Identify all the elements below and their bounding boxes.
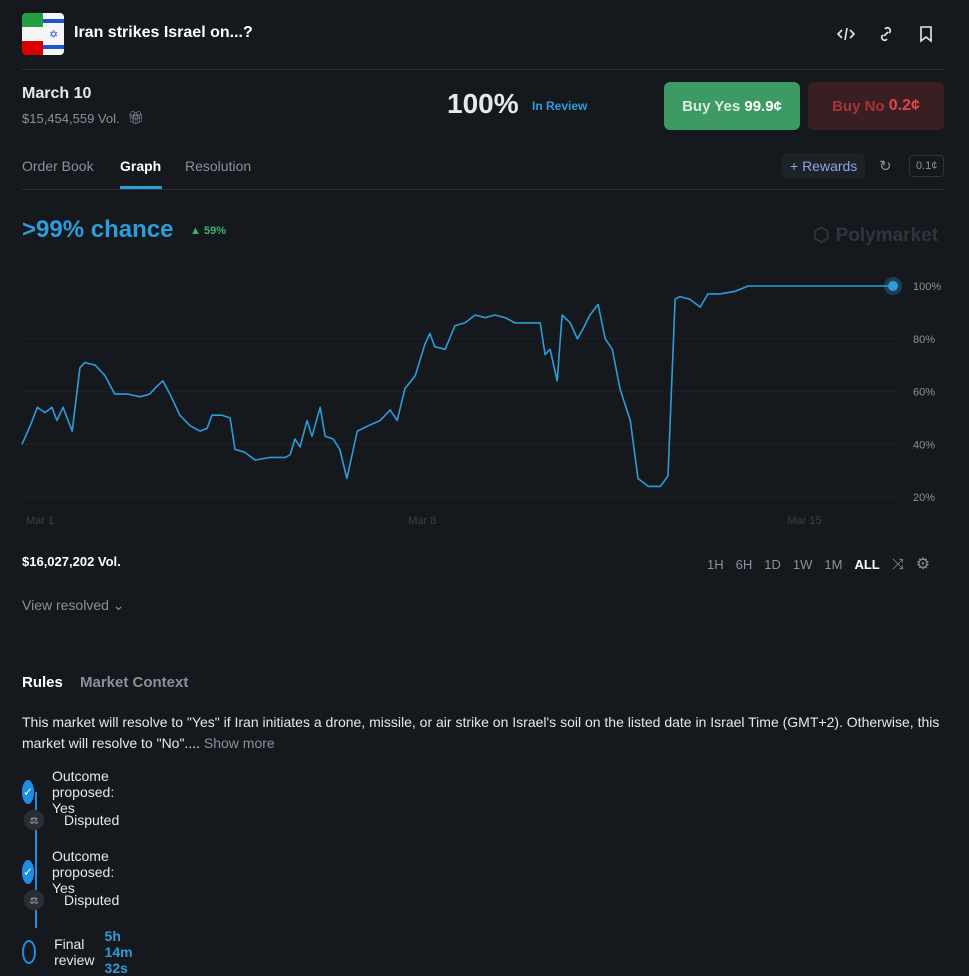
- timeline-step: ⚖ Disputed: [22, 888, 119, 912]
- y-tick-label: 20%: [913, 492, 935, 504]
- step-label: Final review: [54, 936, 95, 968]
- pending-circle-icon: [22, 940, 37, 964]
- market-date: March 10: [22, 85, 92, 102]
- refresh-icon[interactable]: ↻: [879, 158, 892, 175]
- y-tick-label: 100%: [913, 281, 941, 293]
- tab-market-context[interactable]: Market Context: [80, 674, 189, 691]
- check-icon: ✓: [22, 780, 34, 804]
- y-tick-label: 80%: [913, 334, 935, 346]
- step-label: Outcome proposed: Yes: [51, 848, 115, 896]
- timeline-step: ✓ Outcome proposed: Yes: [22, 848, 126, 896]
- buy-no-price: 0.2¢: [888, 97, 920, 114]
- price-chart[interactable]: 20% 40% 60% 80% 100% Mar 1 Mar 8 Mar 15: [0, 270, 969, 535]
- tab-graph[interactable]: Graph: [120, 158, 162, 174]
- tab-resolution[interactable]: Resolution: [185, 158, 252, 174]
- range-all[interactable]: ALL: [854, 556, 880, 572]
- rules-body: This market will resolve to "Yes" if Ira…: [22, 714, 940, 751]
- x-tick-label: Mar 1: [26, 515, 54, 527]
- polymarket-logo: ⬡ Polymarket: [813, 224, 938, 247]
- polymarket-icon: ⬡: [813, 225, 830, 246]
- active-tab-indicator: [120, 186, 162, 189]
- buy-no-button[interactable]: Buy No 0.2¢: [808, 82, 944, 130]
- step-label: Disputed: [64, 892, 120, 908]
- check-icon: ✓: [22, 860, 34, 884]
- chance-delta: ▲ 59%: [190, 225, 226, 237]
- link-icon[interactable]: [876, 24, 896, 44]
- divider: [22, 189, 944, 190]
- show-more-link[interactable]: Show more: [203, 735, 275, 751]
- range-1h[interactable]: 1H: [707, 556, 724, 572]
- tab-order-book[interactable]: Order Book: [22, 158, 94, 174]
- settings-icon[interactable]: ⚙: [915, 556, 931, 573]
- range-1d[interactable]: 1D: [764, 556, 781, 572]
- market-image: ✡: [22, 13, 64, 55]
- shuffle-icon[interactable]: ⤨: [891, 555, 904, 573]
- last-point-marker: [888, 281, 898, 291]
- range-1w[interactable]: 1W: [792, 556, 813, 572]
- bookmark-icon[interactable]: [916, 24, 936, 44]
- step-label: Outcome proposed: Yes: [51, 768, 115, 816]
- view-resolved-label: View resolved: [22, 597, 109, 613]
- timeline-step: ✓ Outcome proposed: Yes: [22, 768, 126, 816]
- timeline-step: ⚖ Disputed: [22, 808, 119, 832]
- total-volume: $16,027,202 Vol.: [22, 554, 121, 569]
- chevron-down-icon: ⌄: [112, 597, 125, 613]
- buy-yes-price: 99.9¢: [744, 97, 782, 115]
- divider: [22, 69, 944, 70]
- chance-text: >99% chance: [22, 216, 174, 243]
- range-6h[interactable]: 6H: [735, 556, 753, 572]
- buy-no-label: Buy No: [832, 97, 885, 115]
- volume-text: $15,454,559 Vol.: [22, 110, 120, 126]
- rewards-button[interactable]: + Rewards: [782, 153, 866, 179]
- code-icon[interactable]: [836, 24, 856, 44]
- y-tick-label: 40%: [913, 439, 935, 451]
- market-volume: $15,454,559 Vol. 🎁︎: [22, 110, 144, 126]
- gavel-icon: ⚖: [23, 809, 45, 831]
- view-resolved-toggle[interactable]: View resolved ⌄: [22, 597, 125, 614]
- step-label: Disputed: [64, 812, 120, 828]
- brand-text: Polymarket: [835, 224, 939, 246]
- buy-yes-label: Buy Yes: [682, 97, 741, 115]
- timeline-step: Final review 5h 14m 32s: [22, 928, 143, 976]
- delta-value: 59%: [203, 225, 226, 237]
- gift-icon[interactable]: 🎁︎: [127, 110, 145, 125]
- tick-size-chip[interactable]: 0.1¢: [909, 155, 945, 177]
- status-badge: In Review: [532, 99, 588, 113]
- time-range-selector: 1H 6H 1D 1W 1M ALL ⤨ ⚙: [707, 554, 930, 574]
- timeline-line: [35, 792, 37, 942]
- probability: 100%: [447, 88, 519, 119]
- market-title: Iran strikes Israel on...?: [74, 24, 253, 41]
- series-line-yes: [21, 285, 893, 488]
- countdown-timer: 5h 14m 32s: [104, 928, 133, 976]
- rules-text: This market will resolve to "Yes" if Ira…: [22, 712, 942, 754]
- x-tick-label: Mar 8: [408, 515, 436, 527]
- y-tick-label: 60%: [913, 387, 935, 399]
- buy-yes-button[interactable]: Buy Yes 99.9¢: [664, 82, 800, 130]
- range-1m[interactable]: 1M: [824, 556, 843, 572]
- x-tick-label: Mar 15: [787, 515, 821, 527]
- gavel-icon: ⚖: [23, 889, 45, 911]
- tab-rules[interactable]: Rules: [22, 674, 63, 691]
